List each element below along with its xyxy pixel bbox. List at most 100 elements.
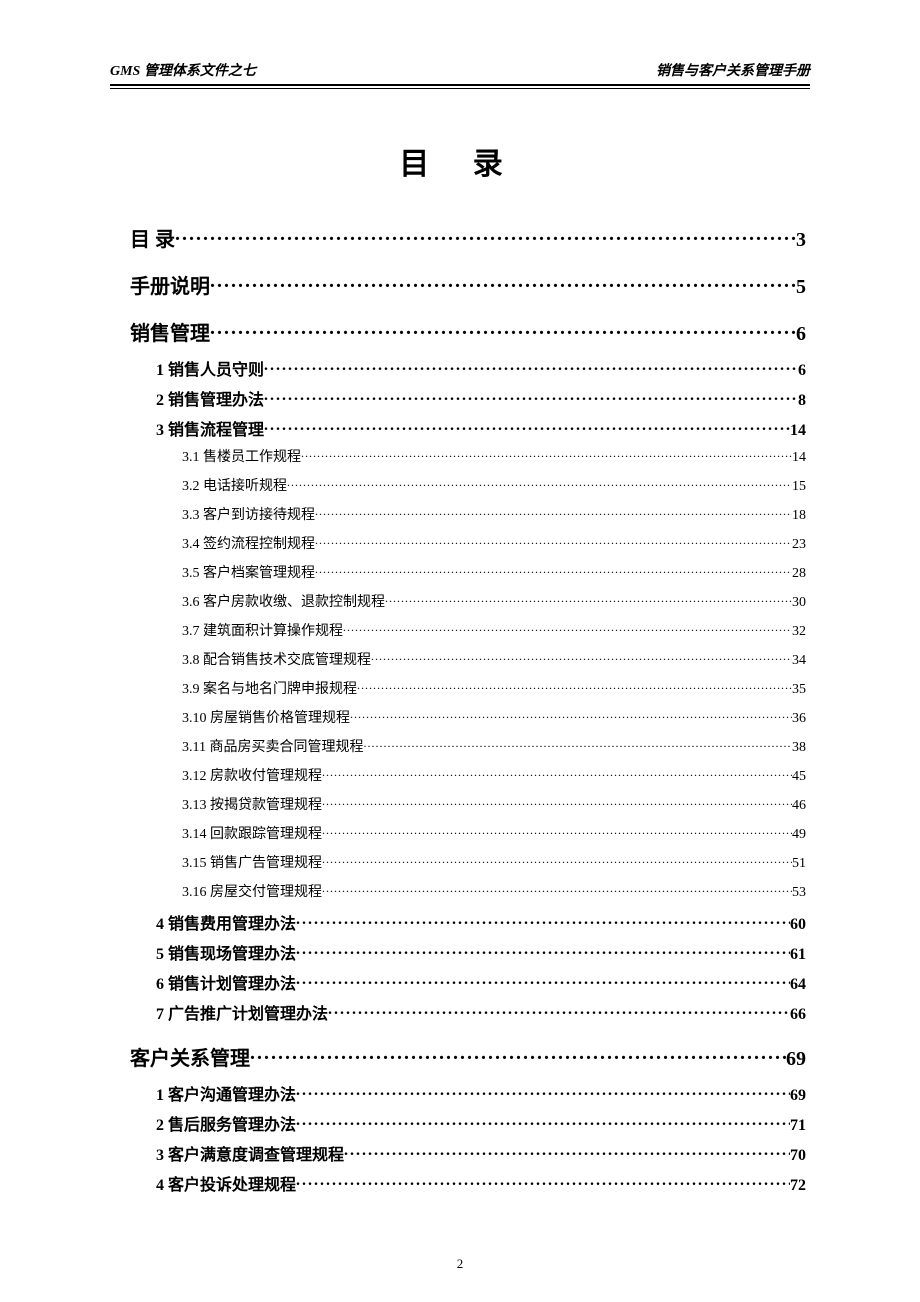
- toc-entry: 4 销售费用管理办法 60: [130, 910, 806, 934]
- toc-entry-page: 64: [790, 976, 806, 994]
- toc-entry: 手册说明5: [130, 270, 806, 299]
- toc-leader-dots: [322, 766, 792, 780]
- toc-entry-label: 4 销售费用管理办法: [156, 910, 296, 934]
- toc-leader-dots: [322, 795, 792, 809]
- toc-entry: 3.3 客户到访接待规程18: [130, 504, 806, 524]
- toc-leader-dots: [322, 853, 792, 867]
- toc-entry-page: 34: [792, 653, 806, 669]
- toc-entry: 3.2 电话接听规程15: [130, 475, 806, 495]
- toc-leader-dots: [322, 882, 792, 896]
- toc-entry-page: 35: [792, 682, 806, 698]
- toc-entry-page: 51: [792, 856, 806, 872]
- toc-entry-page: 6: [796, 323, 806, 346]
- toc-leader-dots: [264, 419, 790, 435]
- toc-entry-label: 3.6 客户房款收缴、退款控制规程: [182, 591, 385, 611]
- document-page: GMS 管理体系文件之七 销售与客户关系管理手册 目 录 目 录 3 手册说明5 销售…: [0, 0, 920, 1302]
- toc-leader-dots: [264, 359, 798, 375]
- toc-entry-label: 目 录: [130, 223, 175, 252]
- toc-entry: 3.11 商品房买卖合同管理规程38: [130, 736, 806, 756]
- toc-entry-label: 2 售后服务管理办法: [156, 1111, 296, 1135]
- toc-entry: 3 销售流程管理 14: [130, 416, 806, 440]
- toc-entry-page: 18: [792, 508, 806, 524]
- toc-leader-dots: [296, 1084, 790, 1100]
- toc-leader-dots: [296, 913, 790, 929]
- toc-entry-label: 7 广告推广计划管理办法: [156, 1000, 328, 1024]
- toc-entry-page: 66: [790, 1006, 806, 1024]
- toc-entry: 3.4 签约流程控制规程 23: [130, 533, 806, 553]
- toc-entry-page: 3: [796, 229, 806, 252]
- toc-entry: 3.8 配合销售技术交底管理规程34: [130, 649, 806, 669]
- toc-entry-page: 69: [786, 1048, 806, 1071]
- toc-entry: 7 广告推广计划管理办法 66: [130, 1000, 806, 1024]
- toc-leader-dots: [296, 943, 790, 959]
- toc-entry-page: 49: [792, 827, 806, 843]
- toc-entry-page: 69: [790, 1087, 806, 1105]
- toc-entry-page: 45: [792, 769, 806, 785]
- toc-entry-label: 客户关系管理: [130, 1042, 250, 1071]
- toc-entry-page: 8: [798, 392, 806, 410]
- toc-leader-dots: [357, 679, 792, 693]
- toc-leader-dots: [315, 534, 792, 548]
- toc-entry: 2 售后服务管理办法71: [130, 1111, 806, 1135]
- toc-entry-page: 28: [792, 566, 806, 582]
- header-left: GMS 管理体系文件之七: [110, 60, 256, 80]
- toc-entry: 3.15 销售广告管理规程 51: [130, 852, 806, 872]
- toc-leader-dots: [296, 973, 790, 989]
- toc-entry-label: 3.4 签约流程控制规程: [182, 533, 315, 553]
- toc-entry: 1 客户沟通管理办法 69: [130, 1081, 806, 1105]
- toc-entry-label: 2 销售管理办法: [156, 386, 264, 410]
- toc-entry: 3.6 客户房款收缴、退款控制规程 30: [130, 591, 806, 611]
- toc-entry-page: 38: [792, 740, 806, 756]
- toc-entry-page: 32: [792, 624, 806, 640]
- page-header: GMS 管理体系文件之七 销售与客户关系管理手册: [110, 60, 810, 84]
- toc-entry-page: 70: [790, 1147, 806, 1165]
- toc-entry-page: 46: [792, 798, 806, 814]
- toc-leader-dots: [350, 708, 792, 722]
- toc-leader-dots: [301, 447, 792, 461]
- header-rule-thin: [110, 88, 810, 89]
- toc-entry-label: 3 销售流程管理: [156, 416, 264, 440]
- toc-entry-page: 60: [790, 916, 806, 934]
- toc-entry-label: 3.5 客户档案管理规程: [182, 562, 315, 582]
- toc-entry-page: 72: [790, 1177, 806, 1195]
- toc-leader-dots: [315, 505, 792, 519]
- toc-leader-dots: [287, 476, 792, 490]
- toc-entry-page: 53: [792, 885, 806, 901]
- toc-entry-page: 23: [792, 537, 806, 553]
- toc-entry: 3.14 回款跟踪管理规程 49: [130, 823, 806, 843]
- toc-entry-label: 1 客户沟通管理办法: [156, 1081, 296, 1105]
- toc-entry-label: 3.14 回款跟踪管理规程: [182, 823, 322, 843]
- toc-leader-dots: [328, 1003, 790, 1019]
- toc-leader-dots: [322, 824, 792, 838]
- toc-entry: 3.5 客户档案管理规程 28: [130, 562, 806, 582]
- toc-leader-dots: [296, 1114, 790, 1130]
- toc-entry: 3.1 售楼员工作规程14: [130, 446, 806, 466]
- toc-entry: 3 客户满意度调查管理规程70: [130, 1141, 806, 1165]
- toc-entry-label: 1 销售人员守则: [156, 356, 264, 380]
- header-right: 销售与客户关系管理手册: [656, 60, 810, 80]
- toc-entry: 6 销售计划管理办法 64: [130, 970, 806, 994]
- toc-leader-dots: [344, 1144, 790, 1160]
- toc-entry-label: 3.2 电话接听规程: [182, 475, 287, 495]
- toc-entry: 1 销售人员守则 6: [130, 356, 806, 380]
- toc-entry-page: 6: [798, 362, 806, 380]
- toc-entry: 3.13 按揭贷款管理规程46: [130, 794, 806, 814]
- toc-entry-label: 3.10 房屋销售价格管理规程: [182, 707, 350, 727]
- toc-entry-label: 3.7 建筑面积计算操作规程: [182, 620, 343, 640]
- toc-entry-label: 6 销售计划管理办法: [156, 970, 296, 994]
- toc-leader-dots: [175, 226, 796, 246]
- toc-leader-dots: [210, 273, 796, 293]
- toc-entry-label: 3.16 房屋交付管理规程: [182, 881, 322, 901]
- toc-entry-label: 3.15 销售广告管理规程: [182, 852, 322, 872]
- toc-leader-dots: [363, 737, 792, 751]
- table-of-contents: 目 录 3 手册说明5 销售管理 6 1 销售人员守则 6 2 销售管理办法 8 3 销售流程管理…: [110, 223, 810, 1195]
- toc-entry-page: 14: [792, 450, 806, 466]
- toc-entry-page: 61: [790, 946, 806, 964]
- toc-entry: 2 销售管理办法 8: [130, 386, 806, 410]
- toc-entry-label: 销售管理: [130, 317, 210, 346]
- toc-entry-page: 14: [790, 422, 806, 440]
- toc-entry: 3.12 房款收付管理规程45: [130, 765, 806, 785]
- toc-entry: 销售管理 6: [130, 317, 806, 346]
- toc-entry-page: 30: [792, 595, 806, 611]
- toc-leader-dots: [371, 650, 792, 664]
